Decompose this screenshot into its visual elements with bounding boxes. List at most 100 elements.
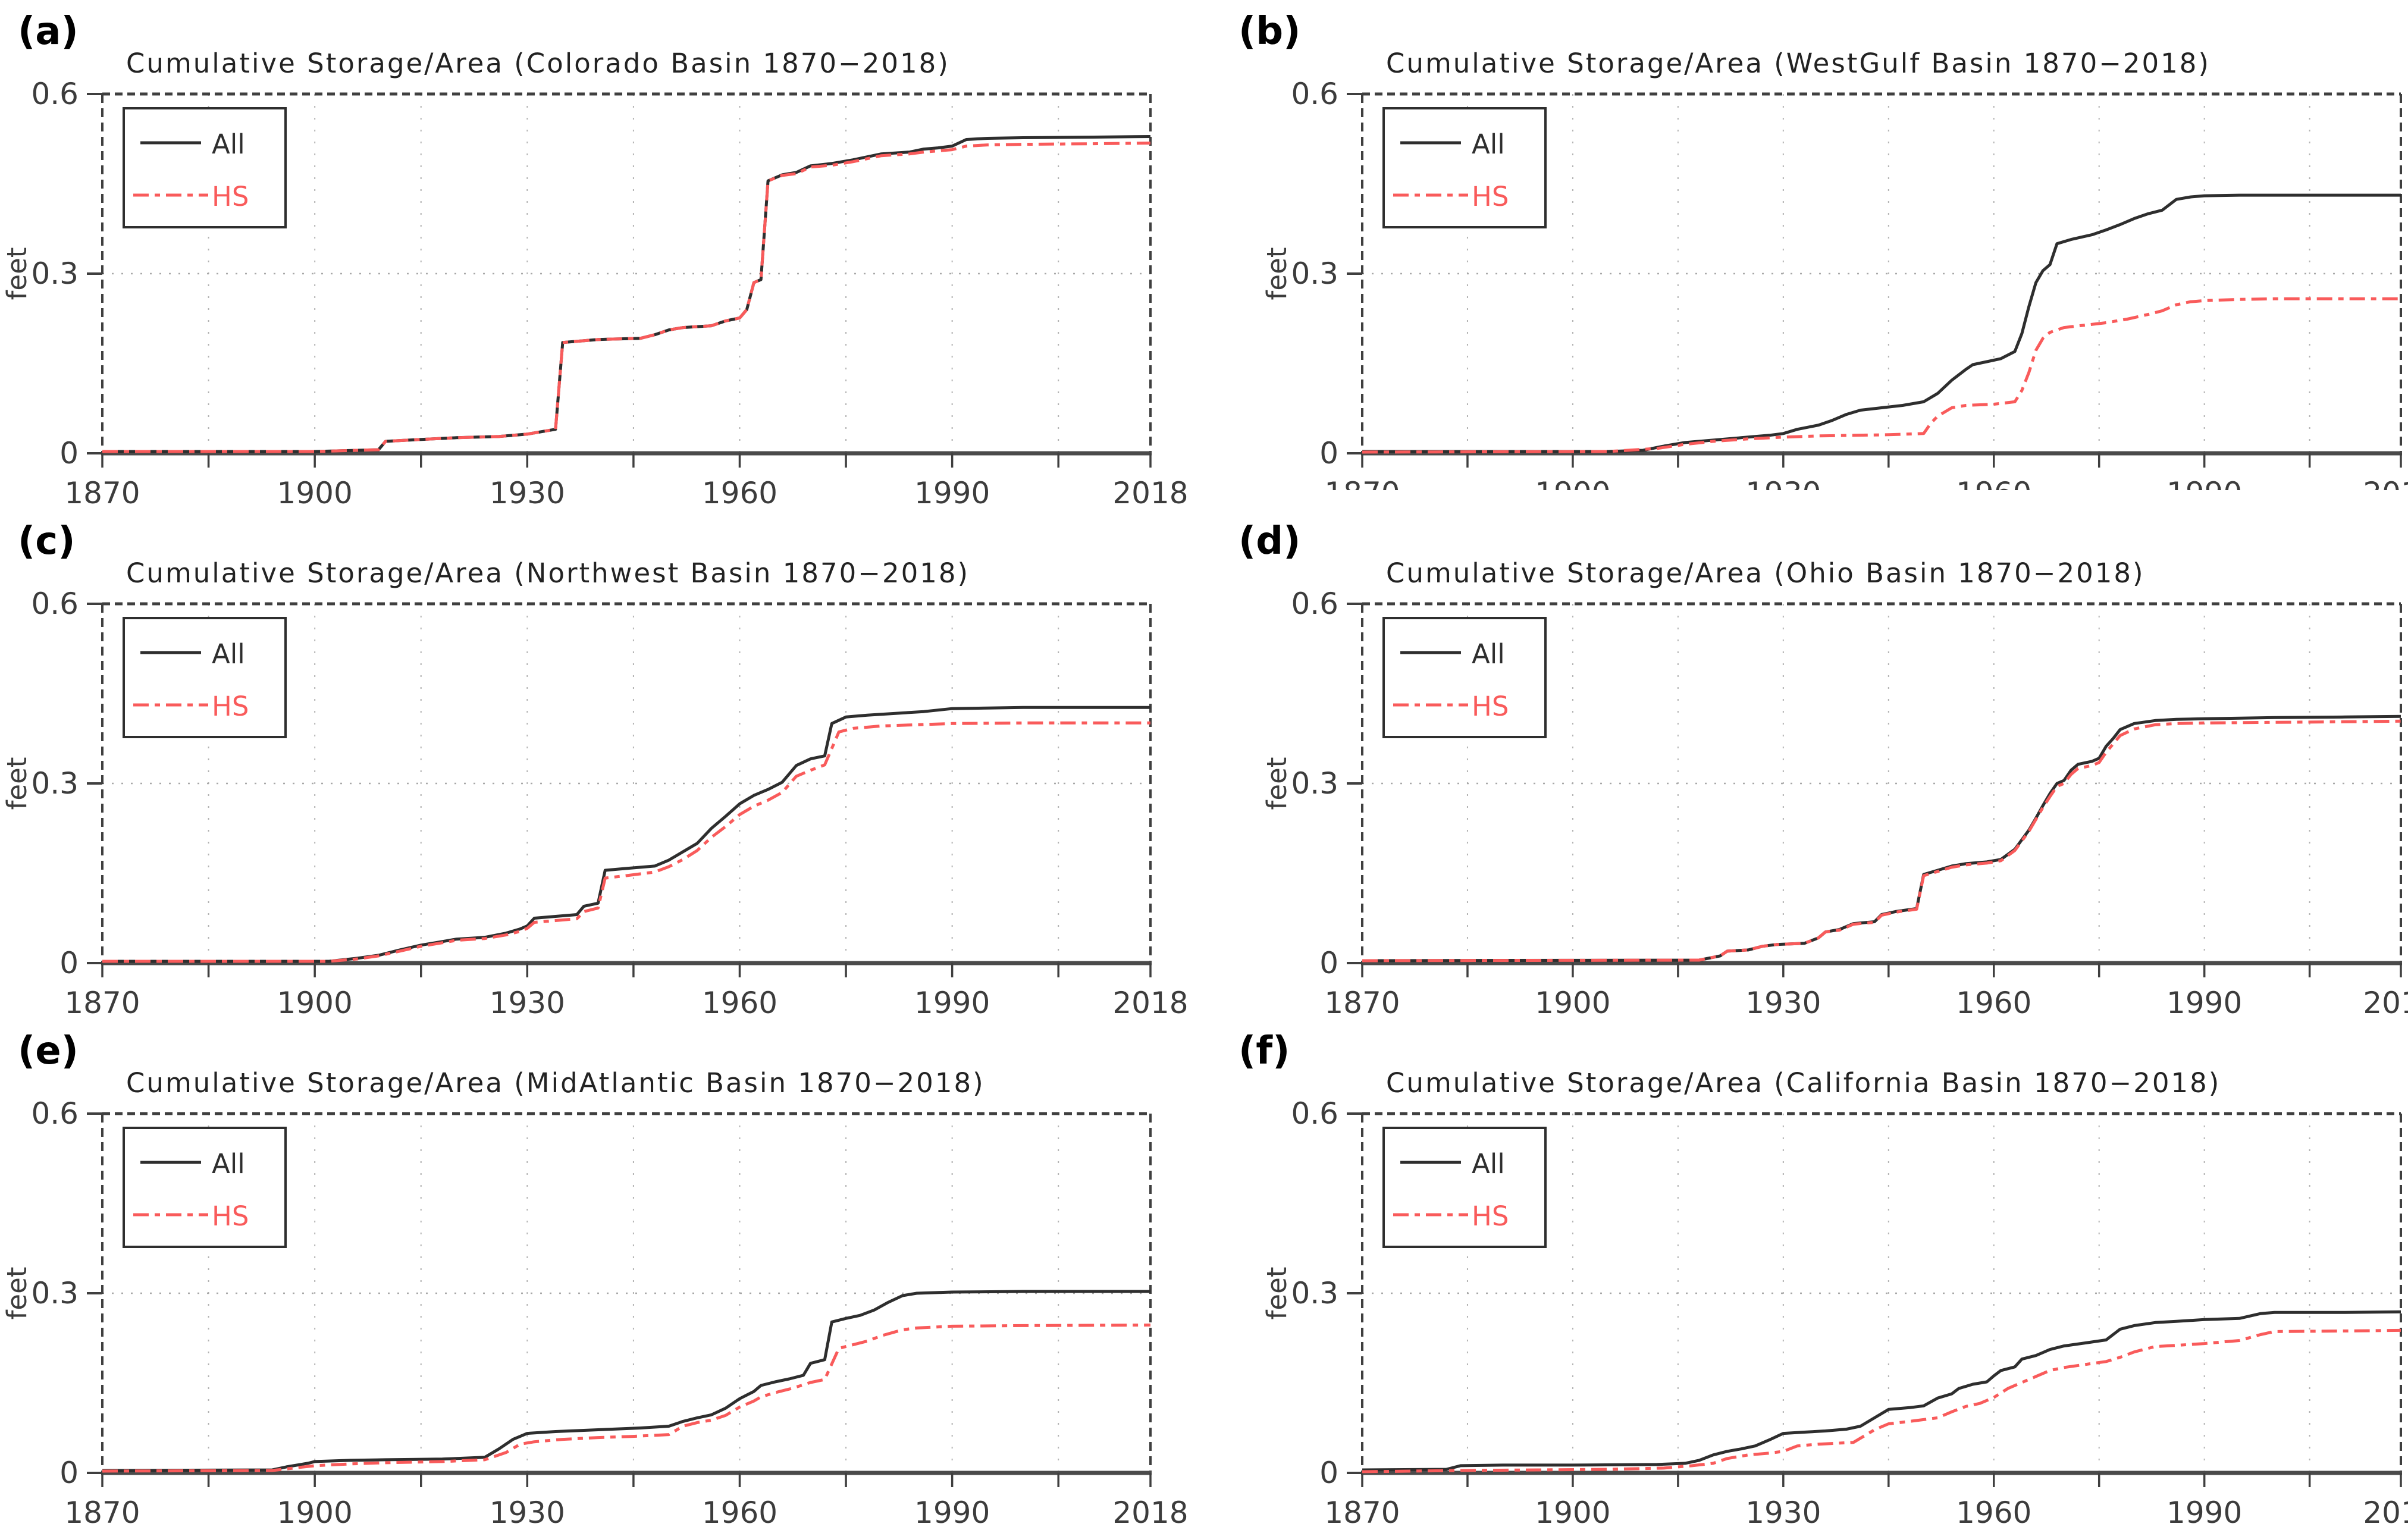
legend-box	[123, 1127, 287, 1248]
series-all-line	[1362, 714, 2401, 962]
panel-d: 0 0.3 0.6 1870 1900 1930 1960 1990 2018 (d) Cumu…	[1204, 510, 2408, 1020]
legend-box	[123, 617, 287, 738]
y-axis-label: feet	[1261, 757, 1293, 810]
y-tick-label: 0.3	[31, 1276, 79, 1310]
x-tick-label: 1990	[2166, 986, 2242, 1020]
chart-colorado: 0 0.3 0.6 1870 1900 1930 1960 1990 2018 (a) Cumu…	[1, 10, 1189, 510]
legend-box	[1382, 617, 1547, 738]
y-tick-label: 0	[1319, 436, 1338, 471]
chart-ohio: 0 0.3 0.6 1870 1900 1930 1960 1990 2018 (d) Cumu…	[1239, 519, 2408, 1020]
y-tick-label: 0.6	[31, 77, 79, 111]
y-tick-label: 0	[59, 946, 79, 980]
series-all-line	[1362, 193, 2401, 453]
x-tick-label: 1960	[702, 986, 777, 1020]
x-tick-label: 1930	[490, 986, 565, 1020]
x-tick-label: 1870	[64, 476, 140, 510]
y-axis-label: feet	[1261, 1267, 1293, 1320]
panel-letter: (a)	[18, 10, 79, 54]
y-axis-label: feet	[1, 757, 33, 810]
y-tick-label: 0.3	[31, 766, 79, 801]
y-axis-label: feet	[1, 1267, 33, 1320]
legend-hs-label: HS	[1472, 1200, 1509, 1232]
series-hs-line	[102, 142, 1151, 453]
legend-all-label: All	[1472, 638, 1505, 670]
legend-all-label: All	[1472, 1148, 1505, 1180]
x-tick-label: 2018	[1112, 1495, 1188, 1530]
y-tick-label: 0.3	[1291, 766, 1338, 801]
series-hs-line	[1362, 1328, 2401, 1473]
x-label-clip-cover	[1204, 490, 2408, 510]
chart-title: Cumulative Storage/Area (Ohio Basin 1870…	[1386, 557, 2145, 589]
legend-all-label: All	[1472, 128, 1505, 160]
x-tick-label: 1900	[1535, 1495, 1610, 1530]
x-tick-label: 1960	[702, 476, 777, 510]
panel-f: 0 0.3 0.6 1870 1900 1930 1960 1990 2018 (f) Cumu…	[1204, 1020, 2408, 1530]
chart-california: 0 0.3 0.6 1870 1900 1930 1960 1990 2018 (f) Cumu…	[1239, 1029, 2408, 1530]
x-tick-label: 1960	[1956, 986, 2031, 1020]
panel-e: 0 0.3 0.6 1870 1900 1930 1960 1990 2018 (e) Cumu…	[0, 1020, 1204, 1530]
x-tick-label: 1930	[490, 1495, 565, 1530]
y-tick-label: 0.6	[1291, 77, 1338, 111]
y-tick-label: 0.3	[1291, 256, 1338, 291]
panel-letter: (f)	[1239, 1029, 1290, 1073]
series-all-line	[102, 1290, 1150, 1472]
x-tick-label: 1870	[64, 986, 140, 1020]
x-tick-label: 1990	[2166, 1495, 2242, 1530]
series-all-line	[102, 706, 1150, 963]
x-tick-label: 1960	[1956, 1495, 2031, 1530]
y-tick-label: 0	[1319, 1456, 1338, 1490]
x-tick-label: 2018	[1112, 476, 1188, 510]
panel-letter: (e)	[18, 1029, 79, 1073]
chart-northwest: 0 0.3 0.6 1870 1900 1930 1960 1990 2018 (c) Cumu…	[1, 519, 1189, 1020]
x-tick-label: 1870	[1324, 1495, 1400, 1530]
x-tick-label: 1900	[277, 1495, 353, 1530]
legend-hs-label: HS	[212, 691, 249, 722]
panel-letter: (c)	[18, 519, 75, 563]
y-axis-label: feet	[1, 247, 33, 300]
plot-graphics: 0 0.3 0.6 1870 1900 1930 1960 1990 2018	[1291, 1096, 2408, 1530]
chart-title: Cumulative Storage/Area (Northwest Basin…	[126, 557, 970, 589]
series-hs-line	[1362, 297, 2401, 454]
y-tick-label: 0.6	[31, 587, 79, 621]
legend-box	[1382, 107, 1547, 228]
y-tick-label: 0	[59, 436, 79, 471]
panel-c: 0 0.3 0.6 1870 1900 1930 1960 1990 2018 (c) Cumu…	[0, 510, 1204, 1020]
legend-all-label: All	[212, 128, 245, 160]
x-tick-label: 1930	[1745, 1495, 1821, 1530]
panel-letter: (d)	[1239, 519, 1300, 563]
x-tick-label: 1900	[1535, 986, 1610, 1020]
legend-hs-label: HS	[1472, 181, 1509, 212]
series-hs-line	[1362, 719, 2401, 962]
legend-all-label: All	[212, 638, 245, 670]
y-tick-label: 0	[59, 1456, 79, 1490]
y-tick-label: 0.3	[31, 256, 79, 291]
legend-hs-label: HS	[212, 1200, 249, 1232]
x-tick-label: 1930	[490, 476, 565, 510]
chart-midatlantic: 0 0.3 0.6 1870 1900 1930 1960 1990 2018 (e) Cumu…	[1, 1029, 1189, 1530]
series-all-line	[1362, 1310, 2401, 1472]
x-tick-label: 2018	[2363, 1495, 2408, 1530]
chart-title: Cumulative Storage/Area (Colorado Basin …	[126, 48, 950, 79]
y-tick-label: 0.6	[1291, 587, 1338, 621]
panel-a: 0 0.3 0.6 1870 1900 1930 1960 1990 2018 (a) Cumu…	[0, 0, 1204, 510]
y-tick-label: 0.6	[1291, 1096, 1338, 1131]
legend-hs-label: HS	[1472, 691, 1509, 722]
x-tick-label: 2018	[2363, 986, 2408, 1020]
y-axis-label: feet	[1261, 247, 1293, 300]
y-tick-label: 0.3	[1291, 1276, 1338, 1310]
y-tick-label: 0	[1319, 946, 1338, 980]
series-hs-line	[102, 721, 1150, 963]
chart-title: Cumulative Storage/Area (MidAtlantic Bas…	[126, 1067, 985, 1099]
legend-all-label: All	[212, 1148, 245, 1180]
x-tick-label: 1990	[914, 1495, 990, 1530]
x-tick-label: 1870	[1324, 986, 1400, 1020]
series-hs-line	[102, 1323, 1151, 1473]
panel-letter: (b)	[1239, 10, 1300, 54]
